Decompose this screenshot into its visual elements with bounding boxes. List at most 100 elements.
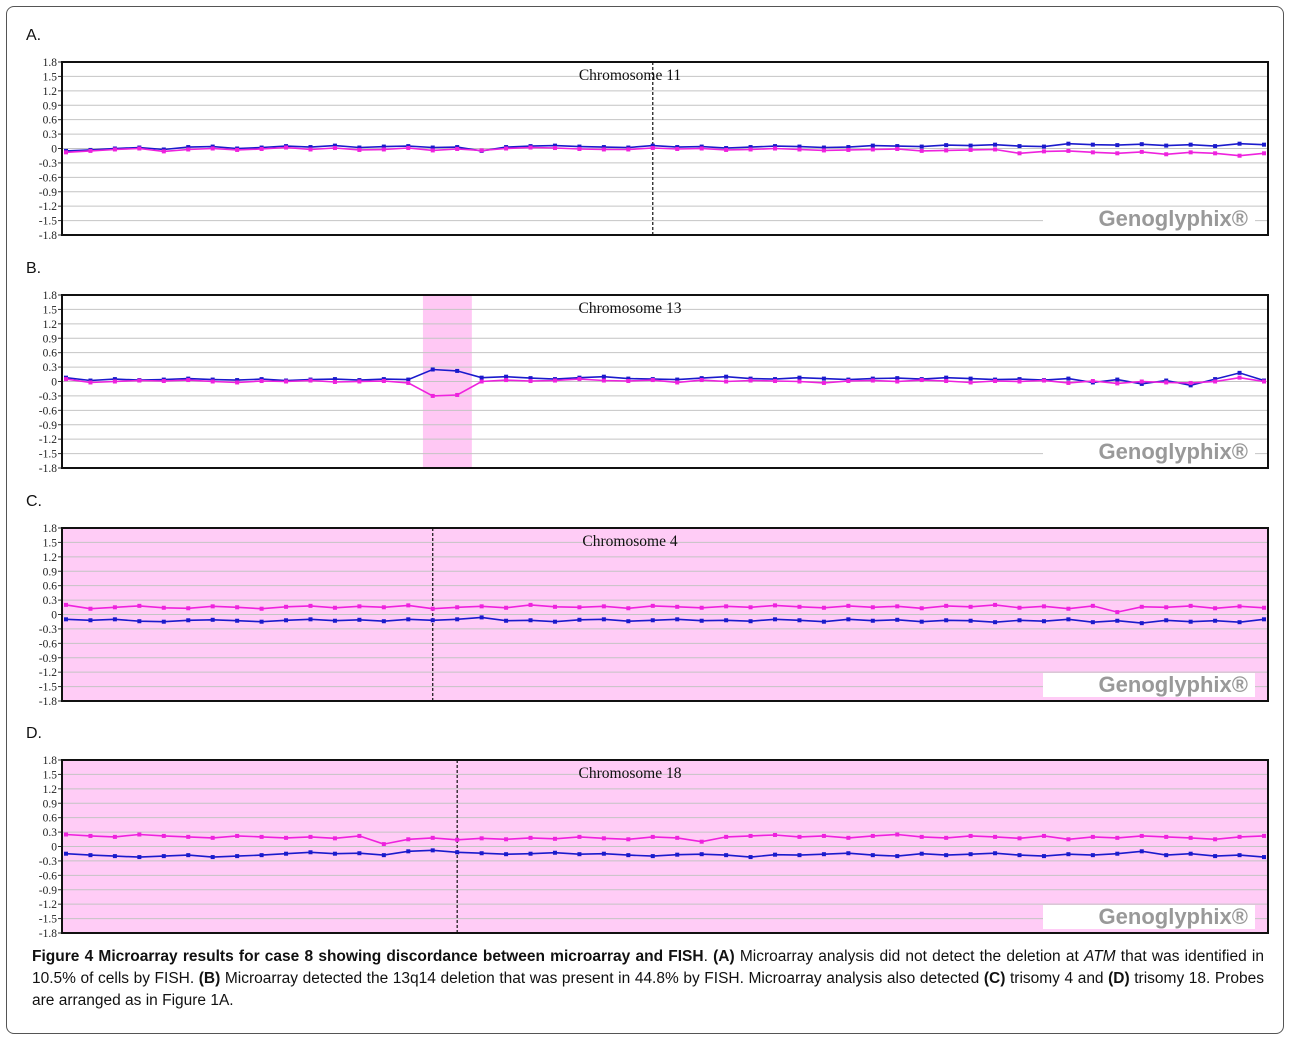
data-point — [968, 147, 973, 152]
data-point — [308, 147, 313, 152]
data-point — [1188, 603, 1193, 608]
y-tick-label: 0.6 — [43, 813, 58, 825]
data-point — [235, 854, 240, 859]
data-point — [186, 145, 191, 150]
y-tick-label: 0.6 — [43, 348, 58, 360]
data-point — [235, 380, 240, 385]
data-point — [968, 852, 973, 857]
y-tick-label: -0.3 — [39, 856, 57, 868]
data-point — [235, 378, 240, 383]
data-point — [699, 852, 704, 857]
y-tick-label: 0.9 — [43, 566, 58, 578]
data-point — [64, 150, 68, 155]
data-point — [284, 604, 289, 609]
data-point — [773, 379, 778, 384]
data-point — [332, 836, 337, 841]
data-point — [284, 618, 289, 623]
data-point — [64, 602, 68, 607]
figure-frame — [6, 6, 1284, 1034]
watermark-backdrop — [1043, 440, 1255, 464]
y-tick-label: -1.8 — [39, 230, 57, 242]
data-point — [675, 852, 680, 857]
chart-panel: D. 1.8 1.5 1.2 0.9 0.6 0.3 0 -0.3 -0.6 -0.9 -1.2 -1.… — [26, 725, 1269, 940]
data-point — [1115, 143, 1120, 148]
data-point — [773, 832, 778, 837]
data-point — [993, 834, 998, 839]
data-point — [455, 392, 460, 397]
data-point — [993, 142, 998, 147]
data-point — [1066, 141, 1071, 146]
data-point — [993, 379, 998, 384]
data-point — [724, 853, 729, 858]
data-point — [577, 605, 582, 610]
series-line — [65, 604, 1265, 613]
y-tick-label: -0.6 — [39, 172, 57, 184]
data-point — [748, 378, 753, 383]
data-point — [64, 832, 68, 837]
data-point — [308, 603, 313, 608]
data-point — [797, 618, 802, 623]
data-point — [528, 851, 533, 856]
panel-label: B. — [26, 260, 41, 277]
data-point — [601, 617, 606, 622]
data-point — [1066, 606, 1071, 611]
data-point — [1188, 835, 1193, 840]
data-point — [650, 143, 655, 148]
data-point — [895, 379, 900, 384]
data-point — [601, 851, 606, 856]
y-tick-label: -1.2 — [39, 667, 57, 679]
y-tick-label: -0.9 — [39, 187, 57, 199]
caption-text: that was identified in 10.5% of cells by… — [32, 948, 1264, 987]
data-point — [186, 834, 191, 839]
series-line — [65, 142, 1265, 152]
data-point — [552, 850, 557, 855]
data-point — [895, 144, 900, 149]
data-point — [650, 854, 655, 859]
data-point — [1066, 376, 1071, 381]
data-point — [1139, 379, 1144, 384]
data-point — [870, 853, 875, 858]
panel-label: A. — [26, 27, 41, 44]
data-point — [504, 837, 509, 842]
y-tick-label: 1.2 — [43, 552, 58, 564]
y-tick-label: -1.2 — [39, 201, 57, 213]
watermark: Genoglyphix® — [1099, 672, 1248, 697]
data-point — [1115, 151, 1120, 156]
data-point — [259, 619, 264, 624]
data-point — [430, 618, 435, 623]
data-point — [552, 619, 557, 624]
data-point — [479, 379, 484, 384]
data-point — [161, 619, 166, 624]
data-point — [332, 605, 337, 610]
data-point — [381, 379, 386, 384]
data-point — [528, 602, 533, 607]
data-point — [1262, 833, 1266, 838]
y-tick-label: -1.8 — [39, 463, 57, 475]
data-point — [308, 834, 313, 839]
data-point — [675, 604, 680, 609]
data-point — [577, 146, 582, 151]
data-point — [1090, 150, 1095, 155]
data-point — [259, 834, 264, 839]
data-point — [919, 378, 924, 383]
data-point — [1041, 604, 1046, 609]
data-point — [284, 835, 289, 840]
data-point — [284, 145, 289, 150]
data-point — [968, 618, 973, 623]
data-point — [235, 147, 240, 152]
watermark-backdrop — [1043, 905, 1255, 929]
data-point — [1188, 380, 1193, 385]
data-point — [601, 836, 606, 841]
data-point — [846, 147, 851, 152]
data-point — [1041, 833, 1046, 838]
y-tick-label: -0.6 — [39, 638, 57, 650]
data-point — [993, 602, 998, 607]
plot-border — [61, 759, 1269, 934]
y-tick-label: 0.9 — [43, 798, 58, 810]
data-point — [1017, 605, 1022, 610]
data-point — [993, 620, 998, 625]
data-point — [895, 146, 900, 151]
series-line — [65, 833, 1265, 845]
data-point — [773, 603, 778, 608]
